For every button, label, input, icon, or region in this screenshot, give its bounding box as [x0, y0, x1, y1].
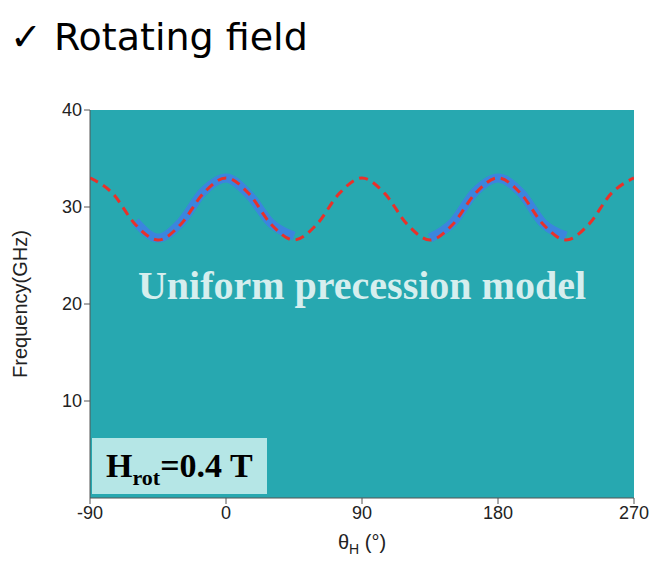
html-text:✓ Rotating field: ✓ Rotating field — [10, 15, 308, 59]
svg-text:90: 90 — [352, 503, 372, 523]
svg-text:40: 40 — [62, 100, 82, 120]
svg-text:Frequency(GHz): Frequency(GHz) — [9, 230, 31, 378]
html-text:θH(°): θH(°) — [337, 531, 387, 557]
html-text:Hrot=0.4 T: Hrot=0.4 T — [106, 447, 253, 490]
svg-text:-90: -90 — [77, 503, 103, 523]
svg-text:0: 0 — [221, 503, 231, 523]
svg-text:180: 180 — [483, 503, 513, 523]
svg-text:30: 30 — [62, 197, 82, 217]
svg-text:270: 270 — [619, 503, 649, 523]
svg-text:10: 10 — [62, 391, 82, 411]
svg-text:20: 20 — [62, 294, 82, 314]
html-text:Uniform precession model: Uniform precession model — [137, 263, 586, 308]
